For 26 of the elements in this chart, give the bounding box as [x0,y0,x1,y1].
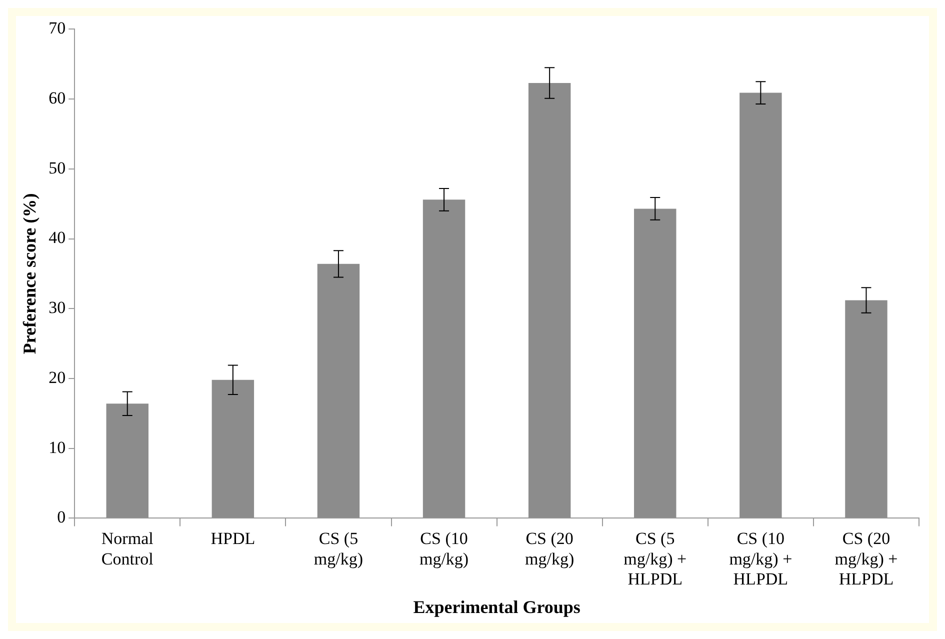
y-tick-label: 50 [48,158,66,178]
x-tick-label: CS (20 mg/kg) [525,528,574,568]
y-tick-label: 20 [48,368,66,387]
x-tick-label: HPDL [210,528,256,548]
bar [106,404,148,518]
y-tick-label: 30 [48,298,66,318]
y-tick-label: 60 [48,88,66,108]
x-tick-label: CS (5 mg/kg) [314,528,364,568]
x-tick-label: CS (10 mg/kg) [419,528,469,568]
bar [740,92,782,518]
bar [317,264,360,518]
y-tick-label: 10 [48,438,66,457]
bar [422,200,466,518]
y-axis-title: Preference score (%) [19,193,40,354]
x-axis-title: Experimental Groups [413,596,580,617]
x-tick-label: CS (10 mg/kg) + HLPDL [729,528,792,589]
x-tick-label: Normal Control [101,528,154,568]
y-tick-label: 40 [48,228,66,248]
x-tick-label: CS (20 mg/kg) + HLPDL [834,528,898,589]
bar [845,300,888,518]
bar [634,208,676,518]
x-tick-label: CS (5 mg/kg) + HLPDL [624,528,687,589]
y-tick-label: 70 [48,18,66,38]
y-tick-label: 0 [57,508,66,527]
bar [528,82,571,518]
bar [212,380,254,518]
